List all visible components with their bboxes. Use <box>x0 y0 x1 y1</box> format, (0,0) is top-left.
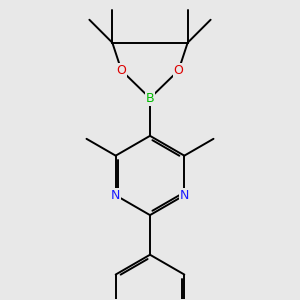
Text: O: O <box>174 64 184 77</box>
Text: B: B <box>146 92 154 105</box>
Text: N: N <box>111 189 120 202</box>
Text: N: N <box>180 189 189 202</box>
Text: O: O <box>116 64 126 77</box>
